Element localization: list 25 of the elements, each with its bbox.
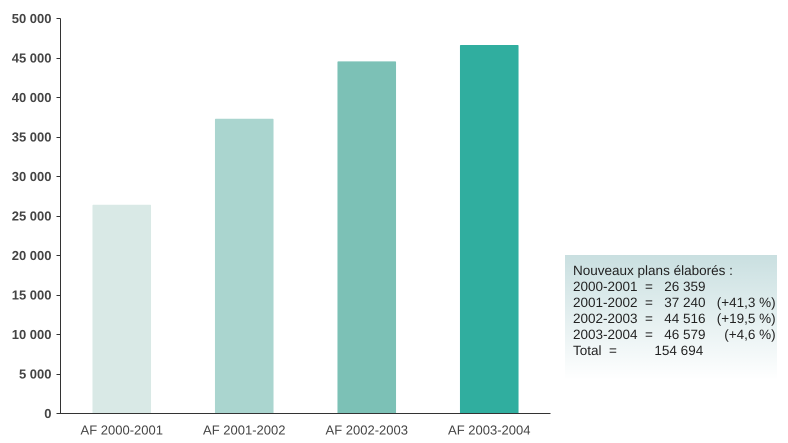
y-tick-label: 30 000 — [12, 169, 52, 184]
y-tick-label: 10 000 — [12, 327, 52, 342]
y-tick-label: 40 000 — [12, 90, 52, 105]
bar — [337, 61, 396, 414]
x-tick-label: AF 2002-2003 — [326, 422, 408, 438]
y-tick-label: 20 000 — [12, 248, 52, 263]
y-tick-label: 45 000 — [12, 50, 52, 66]
y-tick-label: 0 — [44, 406, 52, 421]
y-tick-label: 35 000 — [12, 130, 52, 144]
text: Nouveaux plans élaborés : — [573, 263, 734, 279]
text: Total = 154 694 — [573, 343, 704, 359]
bar — [92, 204, 152, 414]
x-tick-label: AF 2000-2001 — [80, 422, 163, 438]
y-tick-label: 50 000 — [12, 11, 52, 26]
x-tick-label: AF 2003-2004 — [448, 422, 530, 438]
y-tick-label: 5 000 — [18, 366, 52, 382]
bar — [460, 45, 519, 414]
y-tick-label: 25 000 — [12, 208, 52, 224]
text: 2003-2004 = 46 579 (+4,6 %) — [573, 327, 776, 343]
text: 2002-2003 = 44 516 (+19,5 %) — [573, 311, 776, 327]
text: 2000-2001 = 26 359 — [573, 279, 706, 295]
y-tick-label: 15 000 — [12, 288, 52, 302]
bar — [214, 118, 274, 414]
x-tick-label: AF 2001-2002 — [203, 422, 286, 438]
text: 2001-2002 = 37 240 (+41,3 %) — [573, 295, 776, 311]
